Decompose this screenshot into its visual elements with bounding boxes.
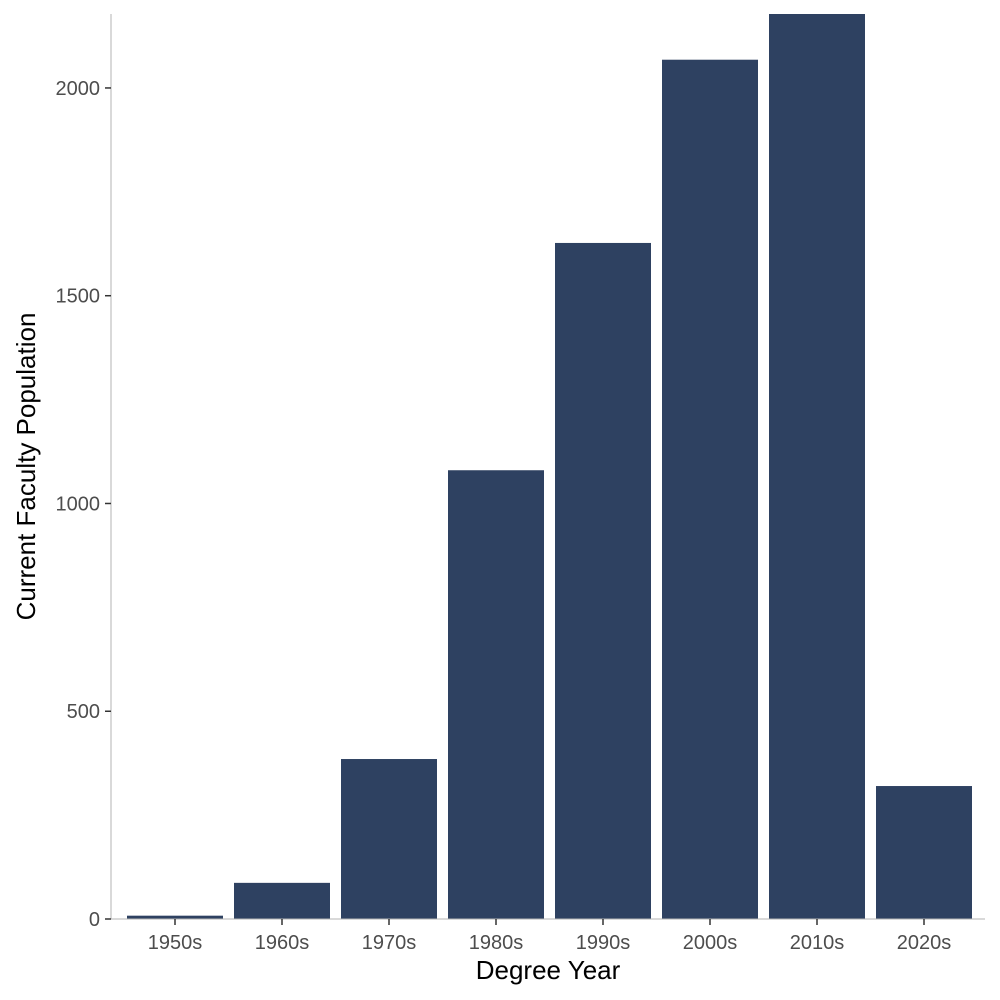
y-ticks-group: 0 500 1000 1500 2000 [56, 78, 111, 931]
x-axis-title: Degree Year [476, 955, 621, 985]
bar-2000s [662, 59, 758, 919]
bar-1970s [341, 759, 437, 919]
bars-group [127, 14, 972, 919]
x-tick-label: 2000s [683, 932, 738, 954]
bar-1990s [555, 242, 651, 919]
y-tick-label: 2000 [56, 78, 101, 100]
bar-1980s [448, 470, 544, 919]
x-tick-label: 1960s [255, 932, 310, 954]
bar-1960s [234, 882, 330, 919]
x-tick-label: 1980s [469, 932, 524, 954]
x-tick-label: 2010s [790, 932, 845, 954]
bar-1950s [127, 915, 223, 919]
y-tick-label: 1000 [56, 493, 101, 515]
y-tick-label: 500 [67, 701, 100, 723]
y-axis-title: Current Faculty Population [11, 313, 41, 621]
y-tick-label: 1500 [56, 286, 101, 308]
bar-2020s [876, 786, 972, 919]
y-tick-label: 0 [89, 909, 100, 931]
x-tick-label: 1950s [148, 932, 203, 954]
x-tick-label: 1970s [362, 932, 417, 954]
x-tick-label: 2020s [897, 932, 952, 954]
x-tick-label: 1990s [576, 932, 631, 954]
x-ticks-group: 1950s 1960s 1970s 1980s 1990s 2000s 2010s 2020s [148, 919, 952, 954]
bar-2010s [769, 14, 865, 919]
